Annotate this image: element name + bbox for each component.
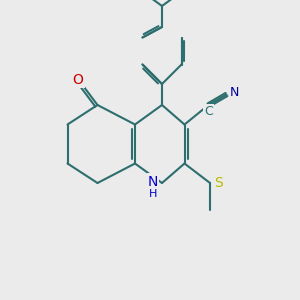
Text: C: C (204, 105, 213, 118)
Text: N: N (148, 175, 158, 188)
Text: N: N (230, 85, 240, 99)
Text: H: H (149, 189, 157, 200)
Text: S: S (214, 176, 223, 190)
Text: O: O (73, 73, 83, 86)
